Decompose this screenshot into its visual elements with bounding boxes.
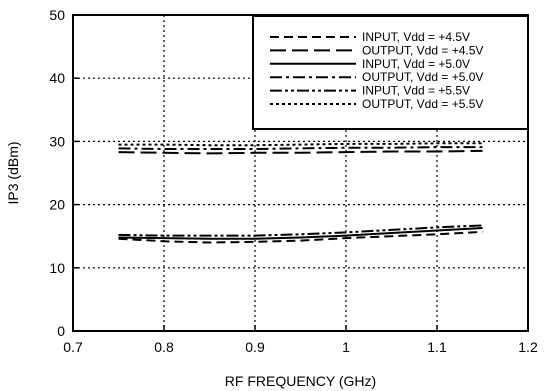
legend-entry: OUTPUT, Vdd = +4.5V	[362, 43, 483, 57]
grid-lines	[73, 15, 528, 331]
series-line	[118, 149, 483, 155]
y-axis-label: IP3 (dBm)	[5, 141, 21, 204]
x-tick-label: 1	[342, 339, 350, 355]
legend-entry: INPUT, Vdd = +4.5V	[362, 30, 470, 44]
x-tick-label: 1.1	[427, 339, 447, 355]
legend-entry: INPUT, Vdd = +5.5V	[362, 84, 470, 98]
axis-ticks	[72, 14, 529, 332]
x-tick-label: 0.8	[154, 339, 174, 355]
y-tick-label: 50	[49, 7, 65, 23]
series-line	[118, 224, 483, 237]
series-lines	[118, 142, 483, 244]
x-tick-label: 1.2	[518, 339, 538, 355]
legend-entry: INPUT, Vdd = +5.0V	[362, 57, 470, 71]
y-tick-label: 40	[49, 70, 65, 86]
x-tick-label: 0.7	[63, 339, 83, 355]
tick-labels: 0.7 0.8 0.9 1 1.1 1.2 0 10 20 30 40 50	[49, 7, 538, 355]
y-tick-label: 20	[49, 197, 65, 213]
legend-entry: OUTPUT, Vdd = +5.5V	[362, 97, 483, 111]
series-line	[118, 146, 483, 150]
series-line	[118, 227, 483, 240]
x-axis-label: RF FREQUENCY (GHz)	[225, 373, 376, 389]
y-tick-label: 0	[57, 323, 65, 339]
y-tick-label: 10	[49, 260, 65, 276]
legend-entry: OUTPUT, Vdd = +5.0V	[362, 70, 483, 84]
x-tick-label: 0.9	[245, 339, 265, 355]
legend-box	[252, 15, 529, 130]
series-line	[118, 142, 483, 147]
series-line	[118, 230, 483, 244]
y-tick-label: 30	[49, 133, 65, 149]
